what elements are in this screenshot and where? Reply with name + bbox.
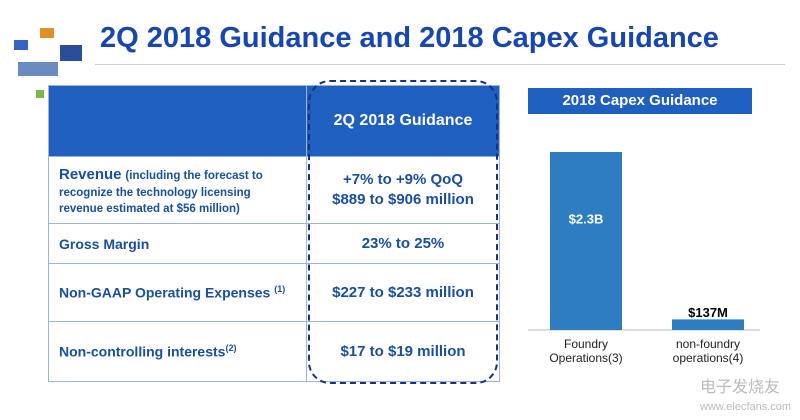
- title: 2Q 2018 Guidance and 2018 Capex Guidance: [100, 22, 719, 54]
- row-label: Revenue (including the forecast to recog…: [48, 156, 307, 224]
- decoration: [40, 28, 54, 38]
- decoration: [14, 40, 28, 50]
- row-label: Non-controlling interests(2): [48, 321, 307, 382]
- footnote: (1): [274, 284, 286, 295]
- guidance-table: 2Q 2018 Guidance Revenue (including the …: [48, 85, 500, 382]
- header-blank: [48, 85, 307, 157]
- chart-title-box: [528, 88, 752, 114]
- row-value: +7% to +9% QoQ $889 to $906 million: [306, 156, 500, 224]
- label: Gross Margin: [59, 235, 150, 252]
- decoration: [60, 45, 82, 61]
- decoration: [36, 90, 44, 98]
- value-label: $2.3B: [569, 211, 604, 226]
- row-value: $227 to $233 million: [306, 263, 500, 322]
- highlight-box: [308, 80, 498, 384]
- label: Revenue: [59, 165, 122, 183]
- row-label: Gross Margin: [48, 223, 307, 264]
- divider: [95, 64, 785, 65]
- footnote: (2): [225, 343, 237, 354]
- value: +7% to +9% QoQ: [342, 171, 464, 188]
- bar: [672, 319, 744, 330]
- label: Non-GAAP Operating Expenses: [59, 284, 271, 301]
- bar: [550, 152, 622, 330]
- note: (including the forecast to recognize the…: [59, 169, 263, 215]
- label: Non-controlling interests: [59, 343, 226, 360]
- row-value: $17 to $19 million: [306, 321, 500, 382]
- category-label: Foundry Operations(3): [549, 337, 622, 365]
- chart-title: 2018 Capex Guidance: [562, 92, 717, 109]
- column-header: 2Q 2018 Guidance: [306, 85, 500, 157]
- watermark: www.elecfans.com: [699, 401, 791, 413]
- value-label: $137M: [688, 305, 728, 320]
- decoration: [18, 62, 58, 76]
- value: $889 to $906 million: [332, 191, 474, 208]
- watermark: 电子发烧友: [700, 378, 780, 396]
- category-label: non-foundry operations(4): [673, 337, 744, 365]
- row-label: Non-GAAP Operating Expenses (1): [48, 263, 307, 322]
